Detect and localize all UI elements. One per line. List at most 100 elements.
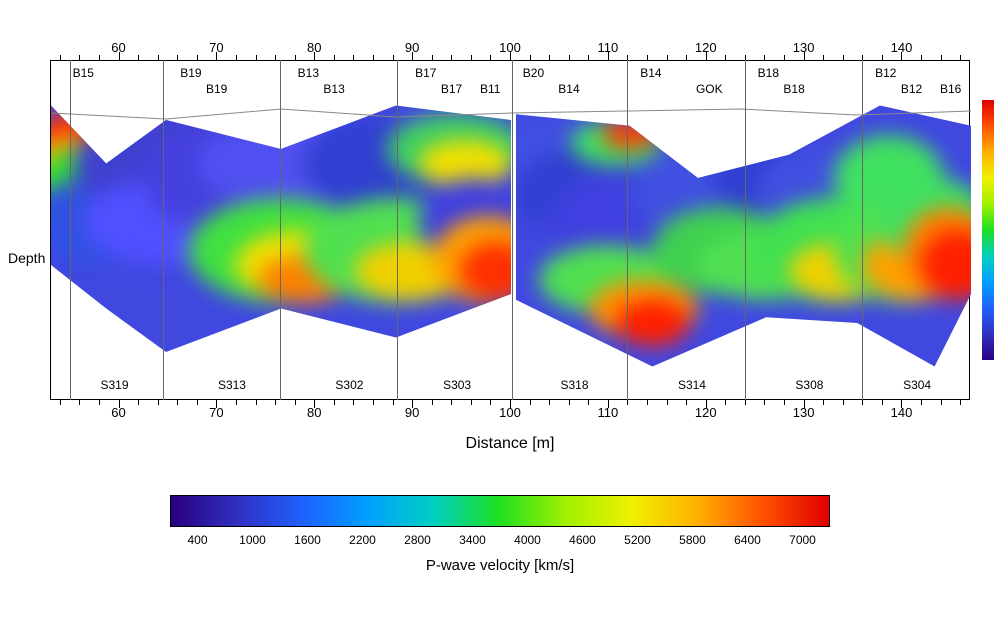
tick-mark-minor [667,55,668,60]
colorbar-title: P-wave velocity [km/s] [170,557,830,574]
tick-mark-minor [60,400,61,405]
tick-mark-minor [667,400,668,405]
tick-mark-minor [862,400,863,405]
tick-mark-minor [647,55,648,60]
borehole-label: B16 [940,82,961,96]
section-label: S304 [903,378,931,392]
tick-mark-minor [843,55,844,60]
tick-mark-minor [490,55,491,60]
tick-mark-minor [256,400,257,405]
tick-mark-minor [627,400,628,405]
borehole-label: B12 [901,82,922,96]
tick-mark [608,52,609,60]
tick-mark-minor [530,400,531,405]
tick-mark-minor [471,55,472,60]
tick-mark-minor [353,55,354,60]
tick-mark-minor [451,400,452,405]
tick-mark [706,52,707,60]
tick-mark-minor [197,400,198,405]
tick-mark-minor [138,55,139,60]
tick-mark-minor [275,55,276,60]
borehole-label: B17 [441,82,462,96]
tick-mark-minor [295,400,296,405]
borehole-line [163,60,164,400]
section-label: S318 [561,378,589,392]
tick-mark-minor [764,400,765,405]
tick-mark-minor [393,55,394,60]
borehole-line [512,60,513,400]
tick-mark [510,400,511,408]
colorbar-tick: 5200 [610,533,665,547]
tick-mark [314,52,315,60]
tick-mark-minor [569,55,570,60]
tick-mark [510,52,511,60]
tick-mark-minor [334,400,335,405]
tick-mark-minor [784,55,785,60]
tick-mark-minor [158,55,159,60]
tick-mark-minor [588,55,589,60]
borehole-line [862,60,863,400]
tick-mark-minor [177,55,178,60]
tick-mark-minor [432,55,433,60]
tick-mark [706,400,707,408]
tomography-figure: Depth [m] Distance [m] 40010001600220028… [0,0,1002,631]
colorbar-tick: 2800 [390,533,445,547]
tick-mark [901,52,902,60]
borehole-label: B12 [875,66,896,80]
borehole-label: B15 [73,66,94,80]
colorbar-gradient [170,495,830,527]
tick-mark [412,52,413,60]
colorbar-tick: 3400 [445,533,500,547]
borehole-label: B20 [523,66,544,80]
tick-mark-minor [353,400,354,405]
borehole-label: B11 [480,82,500,96]
borehole-label: B13 [298,66,319,80]
colorbar-tick: 7000 [775,533,830,547]
tick-mark-minor [197,55,198,60]
borehole-label: B18 [758,66,779,80]
tick-mark [119,52,120,60]
tick-mark-minor [432,400,433,405]
colorbar-tick: 1000 [225,533,280,547]
borehole-label: B17 [415,66,436,80]
tick-mark-minor [921,400,922,405]
tick-mark-minor [725,55,726,60]
tick-mark-minor [256,55,257,60]
tick-mark-minor [373,400,374,405]
tick-mark-minor [177,400,178,405]
tick-mark-minor [490,400,491,405]
borehole-label: B14 [640,66,661,80]
tick-mark-minor [393,400,394,405]
colorbar-tick: 4000 [500,533,555,547]
plot-area [50,60,970,400]
colorbar-tick: 5800 [665,533,720,547]
tick-mark [216,400,217,408]
tick-mark-minor [921,55,922,60]
side-colorbar [982,100,994,360]
borehole-line [745,60,746,400]
tick-mark-minor [549,400,550,405]
section-label: S313 [218,378,246,392]
x-axis-title: Distance [m] [50,435,970,453]
tick-mark-minor [725,400,726,405]
colorbar-tick: 2200 [335,533,390,547]
colorbar-tick: 4600 [555,533,610,547]
borehole-label: B18 [783,82,804,96]
tick-mark-minor [530,55,531,60]
colorbar-tick: 1600 [280,533,335,547]
tick-mark-minor [138,400,139,405]
section-label: S308 [795,378,823,392]
colorbar: 4001000160022002800340040004600520058006… [170,495,830,574]
tick-mark-minor [373,55,374,60]
tick-mark-minor [236,55,237,60]
tick-mark-minor [569,400,570,405]
borehole-line [280,60,281,400]
tick-mark-minor [79,400,80,405]
tick-mark-minor [823,55,824,60]
tick-mark-minor [941,400,942,405]
tick-mark-minor [960,400,961,405]
tick-mark-minor [588,400,589,405]
borehole-label: B19 [206,82,227,96]
tick-mark-minor [960,55,961,60]
tick-mark [216,52,217,60]
